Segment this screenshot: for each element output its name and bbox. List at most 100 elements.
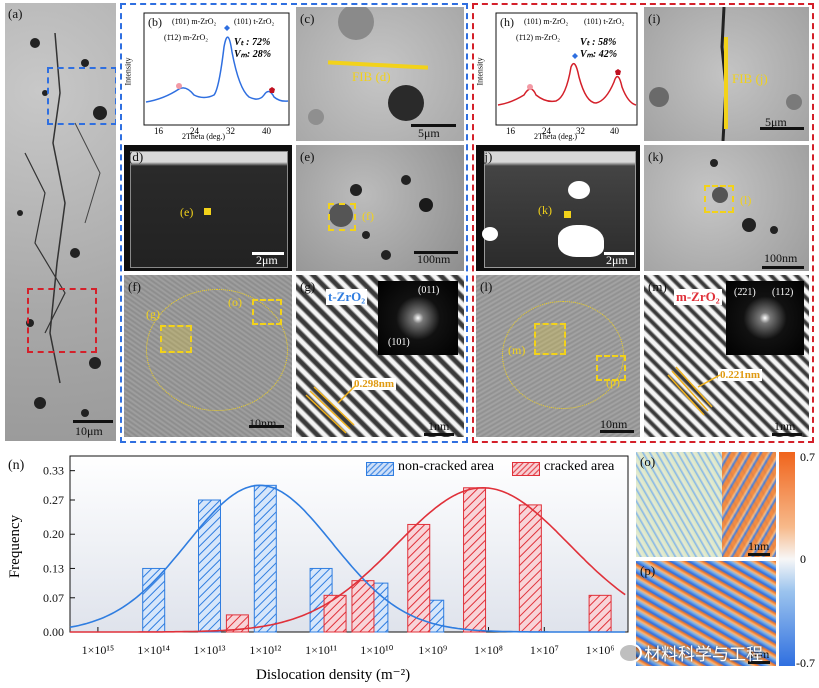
- panel-d-scalebar: [252, 252, 284, 255]
- panel-m-scalebar: [772, 433, 802, 436]
- panel-h-vt: Vₜ : 58%: [580, 37, 617, 48]
- pore-j3: [482, 227, 498, 241]
- panel-o-scale: 1nm: [748, 539, 770, 553]
- panel-i-scale: 5μm: [765, 115, 787, 129]
- legend-noncracked-swatch: [366, 462, 394, 476]
- panel-b-legend-1: (1̄01) m-ZrO₂: [172, 17, 217, 26]
- legend-cracked-label: cracked area: [544, 459, 615, 474]
- panel-c-scale: 5μm: [418, 126, 440, 140]
- x-tick-label: 1×10¹⁴: [137, 643, 170, 657]
- red-dashed-frame: [472, 3, 814, 443]
- panel-d-marker: (e): [180, 205, 194, 219]
- panel-d-point: [204, 208, 211, 215]
- legend-noncracked-label: non-cracked area: [398, 459, 494, 474]
- panel-b-xtick-2: 24: [190, 126, 199, 136]
- watermark-text: 材料科学与工程: [644, 645, 763, 665]
- panel-o-label: (o): [640, 454, 656, 469]
- panel-c-fib: FIB (d): [352, 69, 391, 84]
- panel-a-scale: 10μm: [75, 424, 103, 438]
- blue-dashed-frame: [120, 3, 468, 443]
- panel-m-lattice: (2̄21) (112) m-ZrO₂ 0.221nm (m) 1nm: [644, 275, 809, 437]
- panel-f-scalebar: [249, 425, 284, 428]
- panel-m-scale: 1nm: [774, 419, 796, 433]
- panel-g-phase: t-ZrO₂: [326, 289, 368, 305]
- panel-k-box: [704, 185, 734, 213]
- pore-j2: [558, 225, 604, 257]
- panel-b-xlabel: 2Theta (deg.): [182, 132, 226, 141]
- panel-k-marker: (l): [740, 193, 752, 207]
- panel-b-vm: Vₘ: 28%: [234, 49, 272, 60]
- bar-noncracked: [198, 499, 221, 633]
- panel-c-scalebar: [411, 124, 456, 127]
- panel-b-xtick-6: 40: [262, 126, 271, 136]
- panel-f-box2-label: (o): [228, 295, 242, 309]
- panel-b-ylabel: Intensity: [124, 57, 133, 86]
- bar-cracked: [407, 523, 431, 633]
- panel-m-spot1: (2̄21): [734, 287, 756, 298]
- panel-m-spot2: (112): [772, 287, 794, 298]
- panel-h-legend-2: (101) t-ZrO₂: [584, 17, 625, 26]
- dislocation-density-chart: 0.00 0.07 0.13 0.20 0.27 0.33 1×10¹⁵ 1×10¹⁴ 1×10…: [43, 455, 629, 657]
- panel-k-tem: (l) (k) 100nm: [644, 145, 809, 271]
- panel-l-box1-label: (m): [508, 343, 526, 357]
- panel-b-legend-3: (1̄12) m-ZrO₂: [164, 33, 209, 42]
- panel-b-xtick-0: 16: [154, 126, 163, 136]
- panel-j-scale: 2μm: [606, 253, 628, 267]
- bar-cracked: [351, 580, 375, 633]
- blue-roi-box: [47, 67, 116, 125]
- legend-cracked-swatch: [512, 462, 540, 476]
- panel-c-label: (c): [300, 11, 315, 26]
- panel-l-label: (l): [480, 279, 493, 294]
- x-tick-label: 1×10⁸: [474, 643, 503, 657]
- x-tick-label: 1×10⁷: [530, 643, 559, 657]
- bar-noncracked: [253, 484, 277, 633]
- panel-h-vm: Vₘ: 42%: [580, 49, 618, 60]
- panel-h-legend-1: (101) m-ZrO₂: [524, 17, 569, 26]
- panel-d-label: (d): [128, 149, 144, 164]
- panel-o-hot-band: [722, 452, 776, 557]
- panel-g-label: (g): [300, 279, 316, 294]
- y-tick-label: 0.00: [43, 625, 64, 639]
- panel-c-sem: FIB (d) (c) 5μm: [296, 7, 464, 141]
- panel-m-label: (m): [648, 279, 667, 294]
- panel-e-label: (e): [300, 149, 315, 164]
- panel-g-spot1: (011): [418, 285, 440, 296]
- panel-k-scalebar: [762, 266, 804, 269]
- panel-g-scalebar: [424, 433, 454, 436]
- panel-g-spot2: (101): [388, 337, 410, 348]
- panel-l-box1: [534, 323, 566, 355]
- watermark-icon: [618, 643, 642, 663]
- panel-i-scalebar: [760, 127, 804, 130]
- panel-f-box1: [160, 325, 192, 353]
- panel-l-hrtem: (m) (p) (l) 10nm: [476, 275, 640, 437]
- panel-n-label: (n): [8, 458, 25, 473]
- x-tick-label: 1×10¹²: [249, 643, 281, 657]
- panel-j-tem: (j) (k) 2μm: [476, 145, 640, 271]
- bar-cracked: [518, 504, 542, 633]
- colorbar-max: 0.7: [800, 450, 815, 464]
- panel-p-scalebar: [748, 661, 770, 664]
- panel-b-legend-2: (101) t-ZrO₂: [234, 17, 275, 26]
- panel-l-box2-label: (p): [606, 375, 620, 389]
- panel-h-xtick-0: 16: [506, 126, 515, 136]
- panel-g-spacing: 0.298nm: [352, 378, 397, 390]
- panel-e-scalebar: [414, 251, 458, 254]
- panel-h-xrd: (h) (101) m-ZrO₂ (101) t-ZrO₂ (1̄12) m-Z…: [476, 7, 640, 141]
- bar-cracked: [463, 487, 487, 633]
- panel-h-xtick-2: 24: [542, 126, 551, 136]
- panel-e-box: [328, 203, 356, 231]
- panel-b-xtick-4: 32: [226, 126, 235, 136]
- panel-h-xlabel: 2Theta (deg.): [534, 132, 578, 141]
- panel-j-marker: (k): [538, 203, 552, 217]
- x-tick-label: 1×10¹³: [194, 643, 226, 657]
- panel-i-label: (i): [648, 11, 661, 26]
- x-tick-label: 1×10¹⁰: [360, 643, 393, 657]
- panel-a-sem-overview: (a) 10μm: [5, 3, 116, 441]
- panel-i-sem: FIB (j) (i) 5μm: [644, 7, 809, 141]
- panel-p-label: (p): [640, 563, 656, 578]
- x-tick-label: 1×10¹¹: [305, 643, 337, 657]
- panel-f-scale: 10nm: [249, 416, 277, 430]
- x-tick-label: 1×10⁶: [586, 643, 615, 657]
- panel-i-fib: FIB (j): [732, 71, 768, 86]
- panel-g-lattice: (011) (101) t-ZrO₂ 0.298nm (g) 1nm: [296, 275, 464, 437]
